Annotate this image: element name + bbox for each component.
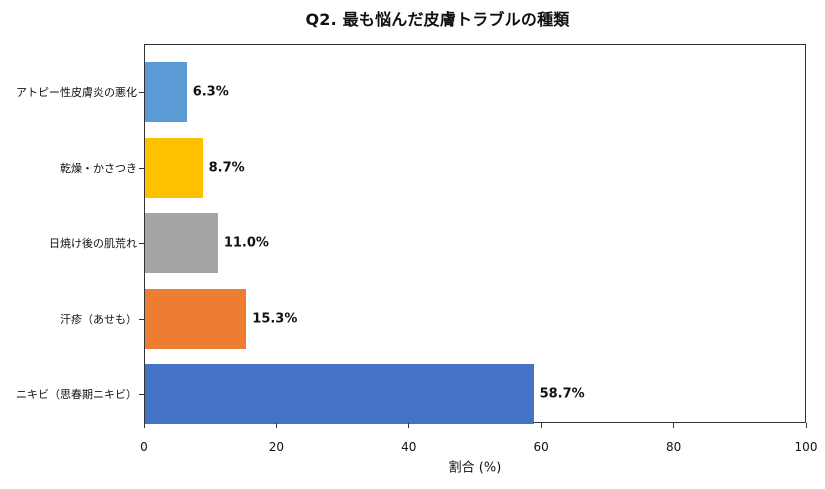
x-tick-label: 20 (268, 440, 285, 454)
x-tick-label: 100 (794, 440, 818, 454)
bar (145, 138, 203, 198)
y-tick (139, 394, 144, 395)
bar-value-label: 15.3% (252, 311, 298, 327)
bar-value-label: 6.3% (192, 84, 229, 100)
bar (145, 364, 534, 424)
x-tick-label: 80 (665, 440, 682, 454)
bar (145, 62, 187, 122)
x-axis-label: 割合 (%) (448, 460, 502, 476)
x-tick (275, 423, 277, 428)
y-tick (139, 319, 144, 320)
bar-value-label: 58.7% (539, 386, 585, 402)
x-tick (673, 423, 675, 428)
category-label: 乾燥・かさつき (60, 162, 137, 175)
x-tick-label: 60 (533, 440, 549, 454)
bar (145, 213, 218, 273)
x-tick (805, 423, 807, 428)
x-tick-label: 40 (401, 440, 417, 454)
x-tick (408, 423, 410, 428)
x-tick-label: 0 (140, 440, 148, 454)
category-label: 日焼け後の肌荒れ (49, 237, 137, 250)
y-tick (139, 168, 144, 169)
chart-title: Q2. 最も悩んだ皮膚トラブルの種類 (305, 10, 570, 29)
category-label: アトピー性皮膚炎の悪化 (16, 86, 137, 99)
x-tick (143, 423, 145, 428)
x-tick (540, 423, 542, 428)
y-tick (139, 92, 144, 93)
plot-area (144, 44, 806, 424)
category-label: ニキビ（思春期ニキビ） (16, 388, 137, 401)
bar (145, 289, 247, 349)
bar-value-label: 8.7% (208, 160, 245, 176)
y-tick (139, 243, 144, 244)
category-label: 汗疹（あせも） (60, 313, 137, 326)
bar-value-label: 11.0% (223, 235, 269, 251)
